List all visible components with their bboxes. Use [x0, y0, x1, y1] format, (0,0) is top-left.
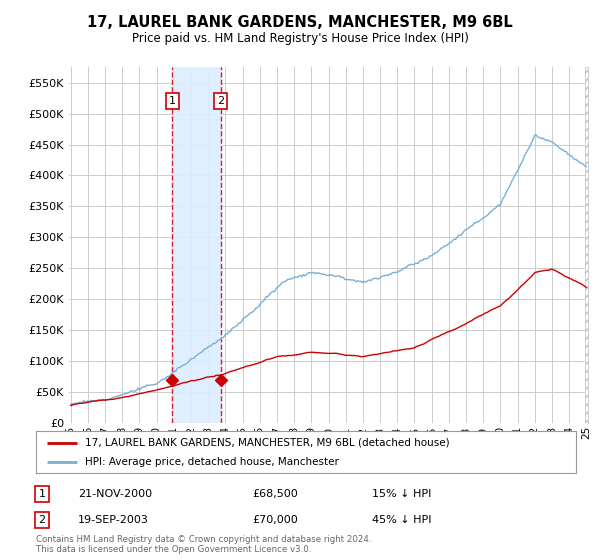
Text: 2: 2 — [38, 515, 46, 525]
Text: 1: 1 — [169, 96, 176, 106]
Bar — [585, 67, 588, 423]
Text: 45% ↓ HPI: 45% ↓ HPI — [372, 515, 431, 525]
Text: 1: 1 — [38, 489, 46, 499]
Bar — [172, 67, 221, 423]
Text: £68,500: £68,500 — [252, 489, 298, 499]
Text: 21-NOV-2000: 21-NOV-2000 — [78, 489, 152, 499]
Text: HPI: Average price, detached house, Manchester: HPI: Average price, detached house, Manc… — [85, 457, 338, 467]
Bar — [585, 67, 588, 423]
Text: 19-SEP-2003: 19-SEP-2003 — [78, 515, 149, 525]
Text: Price paid vs. HM Land Registry's House Price Index (HPI): Price paid vs. HM Land Registry's House … — [131, 31, 469, 45]
Text: 17, LAUREL BANK GARDENS, MANCHESTER, M9 6BL: 17, LAUREL BANK GARDENS, MANCHESTER, M9 … — [87, 15, 513, 30]
Text: Contains HM Land Registry data © Crown copyright and database right 2024.
This d: Contains HM Land Registry data © Crown c… — [36, 535, 371, 554]
Text: £70,000: £70,000 — [252, 515, 298, 525]
Text: 15% ↓ HPI: 15% ↓ HPI — [372, 489, 431, 499]
Text: 2: 2 — [217, 96, 224, 106]
Text: 17, LAUREL BANK GARDENS, MANCHESTER, M9 6BL (detached house): 17, LAUREL BANK GARDENS, MANCHESTER, M9 … — [85, 437, 449, 447]
